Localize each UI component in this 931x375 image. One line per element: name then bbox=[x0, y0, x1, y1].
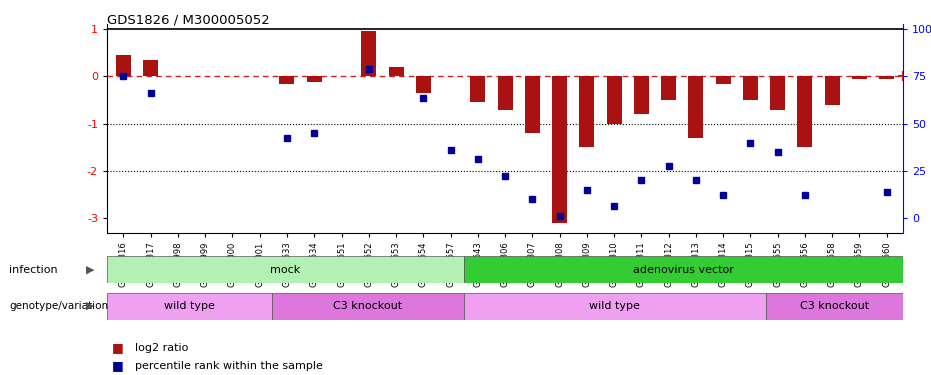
Bar bbox=[107, 292, 272, 320]
Bar bbox=[470, 76, 485, 102]
Text: ▶: ▶ bbox=[86, 265, 95, 274]
Text: mock: mock bbox=[270, 265, 301, 274]
Bar bbox=[852, 76, 867, 79]
Bar bbox=[879, 76, 894, 79]
Text: adenovirus vector: adenovirus vector bbox=[633, 265, 734, 274]
Bar bbox=[634, 76, 649, 114]
Bar bbox=[770, 76, 785, 110]
Bar bbox=[143, 60, 158, 76]
Bar bbox=[107, 256, 464, 283]
Bar bbox=[361, 32, 376, 76]
Text: genotype/variation: genotype/variation bbox=[9, 301, 108, 311]
Text: ■: ■ bbox=[112, 359, 124, 372]
Bar bbox=[798, 76, 813, 147]
Text: C3 knockout: C3 knockout bbox=[800, 301, 869, 311]
Bar bbox=[579, 76, 594, 147]
Bar bbox=[306, 76, 322, 82]
Bar bbox=[497, 76, 513, 110]
Bar bbox=[688, 76, 704, 138]
Text: infection: infection bbox=[9, 265, 58, 274]
Bar bbox=[607, 76, 622, 124]
Bar bbox=[416, 76, 431, 93]
Bar bbox=[766, 292, 903, 320]
Text: ■: ■ bbox=[112, 342, 124, 354]
Text: C3 knockout: C3 knockout bbox=[333, 301, 402, 311]
Bar bbox=[743, 76, 758, 100]
Bar bbox=[116, 55, 131, 76]
Bar bbox=[272, 292, 464, 320]
Bar bbox=[552, 76, 567, 223]
Bar bbox=[661, 76, 676, 100]
Bar bbox=[716, 76, 731, 84]
Bar bbox=[825, 76, 840, 105]
Bar bbox=[464, 256, 903, 283]
Bar bbox=[525, 76, 540, 133]
Bar bbox=[388, 67, 403, 76]
Text: GDS1826 / M300005052: GDS1826 / M300005052 bbox=[107, 13, 270, 26]
Text: log2 ratio: log2 ratio bbox=[135, 343, 188, 353]
Text: ▶: ▶ bbox=[86, 301, 95, 311]
Text: wild type: wild type bbox=[589, 301, 641, 311]
Text: wild type: wild type bbox=[164, 301, 215, 311]
Bar bbox=[464, 292, 766, 320]
Bar bbox=[279, 76, 294, 84]
Text: percentile rank within the sample: percentile rank within the sample bbox=[135, 361, 323, 370]
